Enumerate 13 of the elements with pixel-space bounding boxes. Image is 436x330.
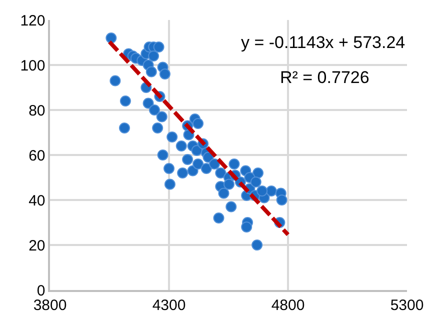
x-tick-label: 5300: [390, 296, 424, 314]
y-tick-label: 0: [36, 282, 46, 300]
x-tick-label: 4300: [152, 296, 186, 314]
y-tick-label: 120: [20, 12, 46, 30]
y-tick-label: 40: [28, 192, 46, 210]
annotation: y = -0.1143x + 573.24: [241, 33, 406, 52]
annotation: R² = 0.7726: [280, 68, 370, 87]
x-tick-label: 4800: [271, 296, 305, 314]
y-tick-label: 100: [20, 57, 46, 74]
y-tick-label: 20: [28, 237, 46, 254]
y-tick-label: 60: [28, 147, 46, 164]
x-tick-label: 3800: [33, 296, 67, 314]
y-tick-label: 80: [28, 102, 46, 120]
